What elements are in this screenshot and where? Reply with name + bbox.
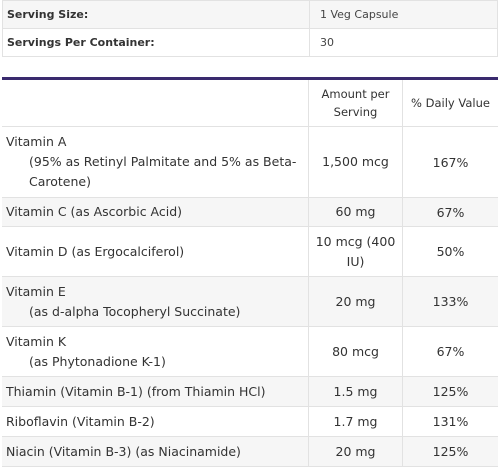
nutrient-name-cell: Vitamin D (as Ergocalciferol) [2, 226, 309, 277]
amount-cell: 1.7 mg [308, 406, 403, 437]
nutrient-detail: Carotene) [29, 174, 91, 189]
dv-cell: 133% [402, 276, 498, 327]
amount-cell: 20 mg [308, 276, 403, 327]
supplement-facts-table: Amount per Serving % Daily Value Vitamin… [2, 77, 498, 467]
dv-cell: 67% [402, 326, 498, 377]
dv-cell: 67% [402, 197, 498, 227]
header-amount-cell: Amount per Serving [308, 78, 403, 127]
amount-cell: 20 mg [308, 436, 403, 467]
dv-cell: 125% [402, 436, 498, 467]
serving-summary-table: Serving Size: 1 Veg Capsule Servings Per… [2, 0, 498, 57]
table-row: Vitamin A (95% as Retinyl Palmitate and … [2, 126, 498, 198]
facts-header-row: Amount per Serving % Daily Value [2, 78, 498, 127]
nutrient-name: Vitamin A [6, 134, 67, 149]
nutrient-detail: (as Phytonadione K-1) [29, 353, 166, 369]
nutrient-detail: (95% as Retinyl Palmitate and 5% as Beta… [29, 154, 297, 169]
serving-size-value: 1 Veg Capsule [309, 0, 498, 29]
amount-cell: 60 mg [308, 197, 403, 227]
nutrient-name-cell: Thiamin (Vitamin B-1) (from Thiamin HCl) [2, 376, 309, 407]
nutrient-name-cell: Vitamin A (95% as Retinyl Palmitate and … [2, 126, 309, 198]
amount-cell: 1,500 mcg [308, 126, 403, 198]
header-amount-line2: Serving [333, 105, 378, 119]
nutrient-name-cell: Vitamin C (as Ascorbic Acid) [2, 197, 309, 227]
nutrient-name-cell: Riboflavin (Vitamin B-2) [2, 406, 309, 437]
nutrient-name-cell: Vitamin K (as Phytonadione K-1) [2, 326, 309, 377]
table-row: Vitamin E (as d-alpha Tocopheryl Succina… [2, 276, 498, 327]
serving-size-row: Serving Size: 1 Veg Capsule [2, 0, 498, 29]
nutrient-detail: (as d-alpha Tocopheryl Succinate) [29, 303, 241, 319]
dv-cell: 131% [402, 406, 498, 437]
dv-cell: 167% [402, 126, 498, 198]
nutrient-name: Vitamin K [6, 333, 67, 349]
dv-cell: 125% [402, 376, 498, 407]
table-row: Vitamin C (as Ascorbic Acid) 60 mg 67% [2, 197, 498, 227]
servings-per-container-row: Servings Per Container: 30 [2, 28, 498, 57]
header-amount-line1: Amount per [321, 87, 390, 101]
table-row: Thiamin (Vitamin B-1) (from Thiamin HCl)… [2, 376, 498, 407]
table-row: Niacin (Vitamin B-3) (as Niacinamide) 20… [2, 436, 498, 467]
amount-cell: 80 mcg [308, 326, 403, 377]
table-row: Vitamin D (as Ergocalciferol) 10 mcg (40… [2, 226, 498, 277]
table-row: Riboflavin (Vitamin B-2) 1.7 mg 131% [2, 406, 498, 437]
header-name-cell [2, 78, 309, 127]
nutrient-name: Vitamin E [6, 283, 66, 299]
table-row: Vitamin K (as Phytonadione K-1) 80 mcg 6… [2, 326, 498, 377]
nutrient-name-cell: Niacin (Vitamin B-3) (as Niacinamide) [2, 436, 309, 467]
amount-cell: 10 mcg (400 IU) [308, 226, 403, 277]
amount-line2: IU) [346, 253, 365, 269]
nutrient-name-cell: Vitamin E (as d-alpha Tocopheryl Succina… [2, 276, 309, 327]
serving-size-label: Serving Size: [2, 0, 310, 29]
amount-line1: 10 mcg (400 [315, 233, 396, 249]
servings-per-container-value: 30 [309, 28, 498, 57]
amount-cell: 1.5 mg [308, 376, 403, 407]
servings-per-container-label: Servings Per Container: [2, 28, 310, 57]
dv-cell: 50% [402, 226, 498, 277]
header-dv-cell: % Daily Value [402, 78, 498, 127]
